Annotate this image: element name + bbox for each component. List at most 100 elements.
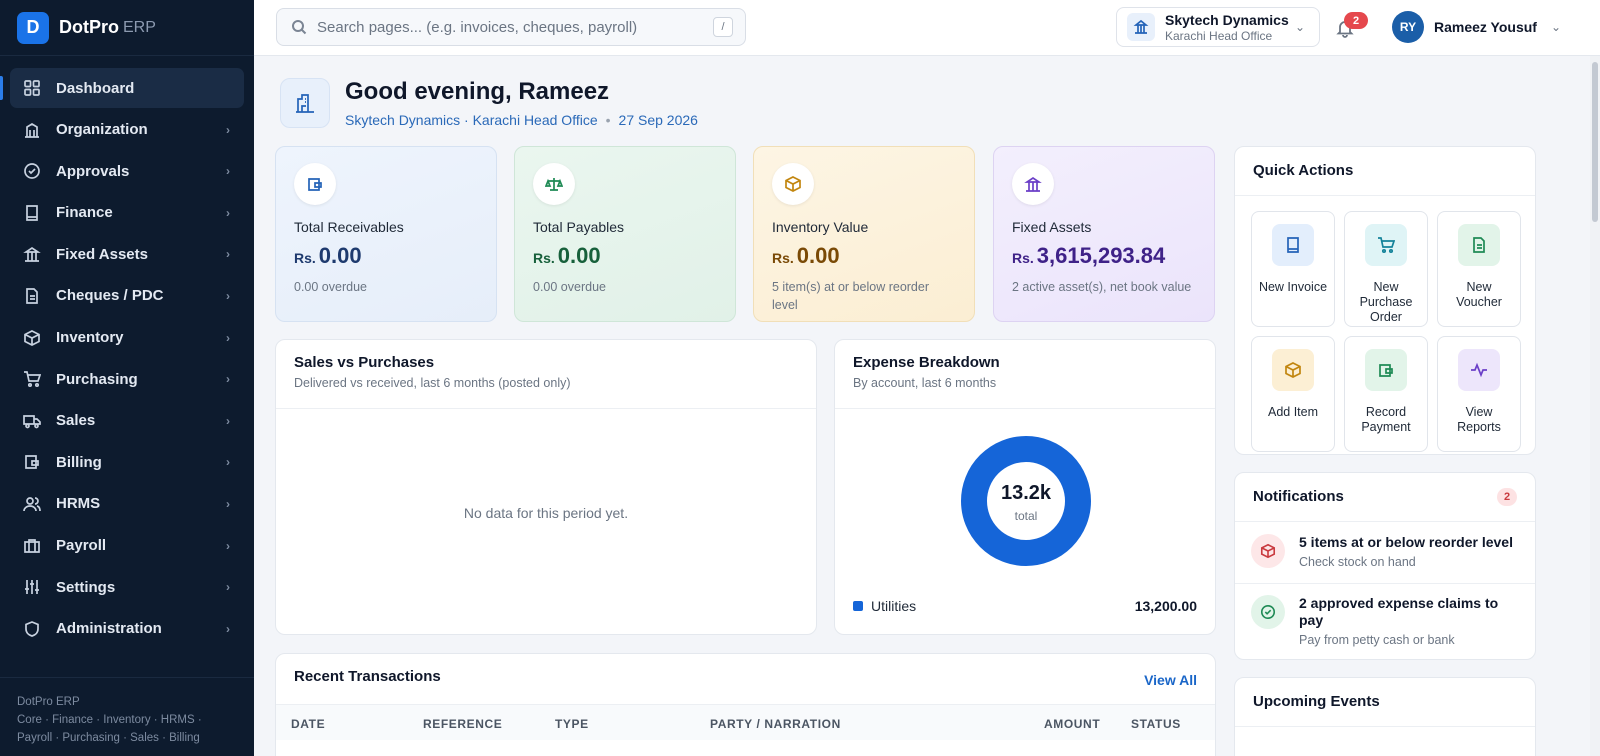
card-title: Quick Actions [1253,162,1354,179]
sidebar-item-label: Approvals [56,162,130,180]
notifications-card: Notifications 2 5 items at or below reor… [1234,472,1536,660]
search-input[interactable]: Search pages... (e.g. invoices, cheques,… [276,8,746,46]
user-menu[interactable]: RY Rameez Yousuf ⌄ [1392,10,1561,44]
cart-icon [1365,224,1407,266]
sidebar-item-label: Sales [56,412,96,430]
sidebar-item-approvals[interactable]: Approvals › [10,151,244,191]
sidebar-item-sales[interactable]: Sales › [10,401,244,441]
sidebar-item-organization[interactable]: Organization › [10,110,244,150]
scale-icon [533,163,575,205]
card-title: Sales vs Purchases [294,354,435,371]
notification-item[interactable]: 2 approved expense claims to pay Pay fro… [1251,595,1519,647]
shield-icon [23,620,41,638]
organization-switcher[interactable]: Skytech Dynamics Karachi Head Office ⌄ [1116,7,1320,47]
divider [1235,195,1535,196]
sidebar-item-finance[interactable]: Finance › [10,193,244,233]
wallet-icon [23,453,41,471]
notifications-button[interactable]: 2 [1332,12,1368,40]
user-name: Rameez Yousuf [1434,19,1537,35]
add-item-button[interactable]: Add Item [1251,336,1335,452]
document-icon [23,287,41,305]
stat-note: 2 active asset(s), net book value [1012,280,1192,294]
column-amount[interactable]: AMOUNT [1044,717,1101,731]
notification-count-badge: 2 [1497,488,1517,506]
divider [835,408,1215,409]
view-all-link[interactable]: View All [1144,672,1197,688]
stat-label: Fixed Assets [1012,219,1092,235]
action-label: New Purchase Order [1359,280,1413,324]
briefcase-icon [23,537,41,555]
brand-logo: D [17,11,49,44]
divider [1235,583,1535,584]
main-content: Good evening, Rameez Skytech Dynamics · … [254,56,1600,756]
sidebar-item-purchasing[interactable]: Purchasing › [10,359,244,399]
page-subtitle: Skytech Dynamics · Karachi Head Office • 2… [345,112,698,128]
table-header: DATE REFERENCE TYPE PARTY / NARRATION AM… [276,704,1215,740]
stat-card-fixed-assets[interactable]: Fixed Assets Rs. 3,615,293.84 2 active as… [993,146,1215,322]
sidebar-item-billing[interactable]: Billing › [10,442,244,482]
action-label: View Reports [1457,405,1501,434]
column-party[interactable]: PARTY / NARRATION [710,717,841,731]
quick-actions-grid: New Invoice New Purchase Order New Vouch… [1251,211,1521,452]
record-payment-button[interactable]: Record Payment [1344,336,1428,452]
separator-dot: • [605,112,611,128]
sidebar: D DotPro ERP Dashboard Organization › Ap… [0,0,254,756]
empty-state: No data for this period yet. [463,505,629,521]
new-voucher-button[interactable]: New Voucher [1437,211,1521,327]
building-icon [280,78,330,128]
column-type[interactable]: TYPE [555,717,589,731]
stat-label: Total Payables [533,219,625,235]
donut-chart[interactable]: 13.2k total [961,436,1091,566]
new-purchase-order-button[interactable]: New Purchase Order [1344,211,1428,327]
chevron-right-icon: › [226,288,230,303]
notification-item[interactable]: 5 items at or below reorder level Check … [1251,534,1519,569]
sidebar-item-label: HRMS [56,495,101,513]
legend-value: 13,200.00 [1134,598,1197,614]
cart-icon [23,370,41,388]
stat-card-payables[interactable]: Total Payables Rs. 0.00 0.00 overdue [514,146,736,322]
notification-title: 2 approved expense claims to pay [1299,595,1499,628]
current-date: 27 Sep 2026 [618,112,698,128]
sidebar-item-inventory[interactable]: Inventory › [10,318,244,358]
stat-label: Inventory Value [772,219,869,235]
sliders-icon [23,578,41,596]
chevron-right-icon: › [226,330,230,345]
sales-vs-purchases-card: Sales vs Purchases Delivered vs received… [275,339,817,635]
brand-suffix: ERP [123,18,156,36]
stat-value: Rs. 3,615,293.84 [1012,243,1166,268]
card-subtitle: By account, last 6 months [853,376,997,390]
chevron-right-icon: › [226,247,230,262]
avatar: RY [1392,11,1424,43]
sidebar-item-administration[interactable]: Administration › [10,609,244,649]
chart-legend: Utilities 13,200.00 [853,598,1197,614]
sidebar-footer-modules: Core · Finance · Inventory · HRMS · [17,714,202,726]
stat-card-receivables[interactable]: Total Receivables Rs. 0.00 0.00 overdue [275,146,497,322]
donut-slice-utilities[interactable] [961,436,1091,566]
column-date[interactable]: DATE [291,717,326,731]
page-scrollbar[interactable] [1590,56,1600,756]
stat-note: 0.00 overdue [533,280,606,294]
chevron-down-icon: ⌄ [1295,20,1306,34]
sidebar-item-cheques[interactable]: Cheques / PDC › [10,276,244,316]
chevron-down-icon: ⌄ [1550,20,1562,34]
action-label: Add Item [1267,405,1319,419]
sidebar-item-settings[interactable]: Settings › [10,567,244,607]
sidebar-item-dashboard[interactable]: Dashboard [0,68,244,108]
sidebar-item-hrms[interactable]: HRMS › [10,484,244,524]
column-status[interactable]: STATUS [1131,717,1181,731]
chevron-right-icon: › [226,455,230,470]
sidebar-item-label: Dashboard [56,79,135,97]
book-icon [1272,224,1314,266]
card-title: Recent Transactions [294,668,441,685]
chevron-right-icon: › [226,538,230,553]
sidebar-footer: DotPro ERP Core · Finance · Inventory · … [0,677,254,756]
sidebar-item-fixed-assets[interactable]: Fixed Assets › [10,234,244,274]
new-invoice-button[interactable]: New Invoice [1251,211,1335,327]
chevron-right-icon: › [226,496,230,511]
stat-card-inventory[interactable]: Inventory Value Rs. 0.00 5 item(s) at or … [753,146,975,322]
column-reference[interactable]: REFERENCE [423,717,503,731]
view-reports-button[interactable]: View Reports [1437,336,1521,452]
sidebar-item-payroll[interactable]: Payroll › [10,526,244,566]
brand[interactable]: D DotPro ERP [0,0,254,56]
scrollbar-thumb[interactable] [1592,62,1598,222]
